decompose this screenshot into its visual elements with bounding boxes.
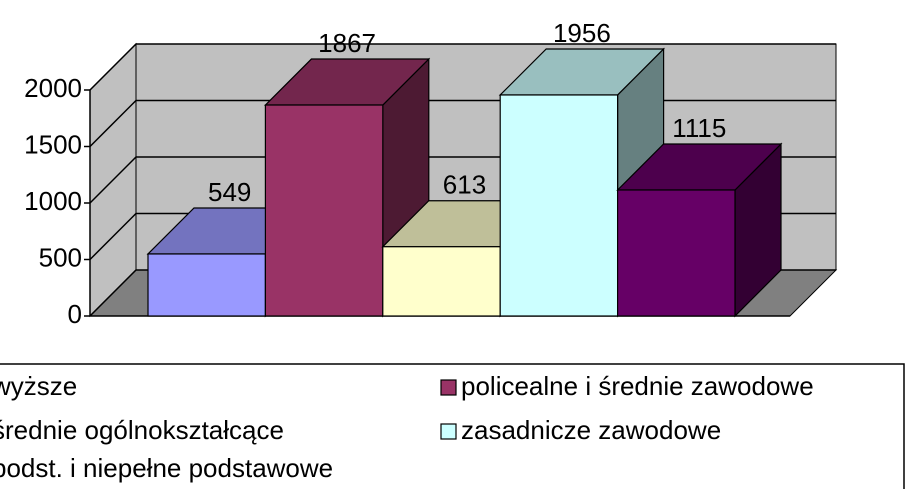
bar [382, 246, 501, 317]
bar [616, 189, 736, 317]
legend-swatch [440, 423, 457, 440]
bar [147, 253, 267, 317]
y-tick-label: 2000 [24, 73, 82, 103]
legend-label: policealne i średnie zawodowe [461, 371, 814, 401]
legend-label: średnie ogólnokształcące [0, 415, 284, 445]
y-tick-label: 500 [39, 242, 82, 272]
legend-swatch [440, 379, 457, 396]
data-label: 613 [443, 170, 486, 200]
legend-label: wyższe [0, 371, 77, 401]
data-label: 549 [208, 177, 251, 207]
y-tick-label: 1500 [24, 129, 82, 159]
grid-line [89, 43, 836, 91]
data-label: 1867 [318, 28, 376, 58]
bar [264, 104, 384, 317]
bar [499, 94, 619, 317]
data-label: 1956 [553, 18, 611, 48]
legend-label: podst. i niepełne podstawowe [0, 453, 333, 483]
data-label: 1115 [672, 113, 726, 143]
legend-label: zasadnicze zawodowe [461, 415, 721, 445]
y-tick-label: 1000 [24, 186, 82, 216]
y-tick-label: 0 [68, 299, 82, 329]
